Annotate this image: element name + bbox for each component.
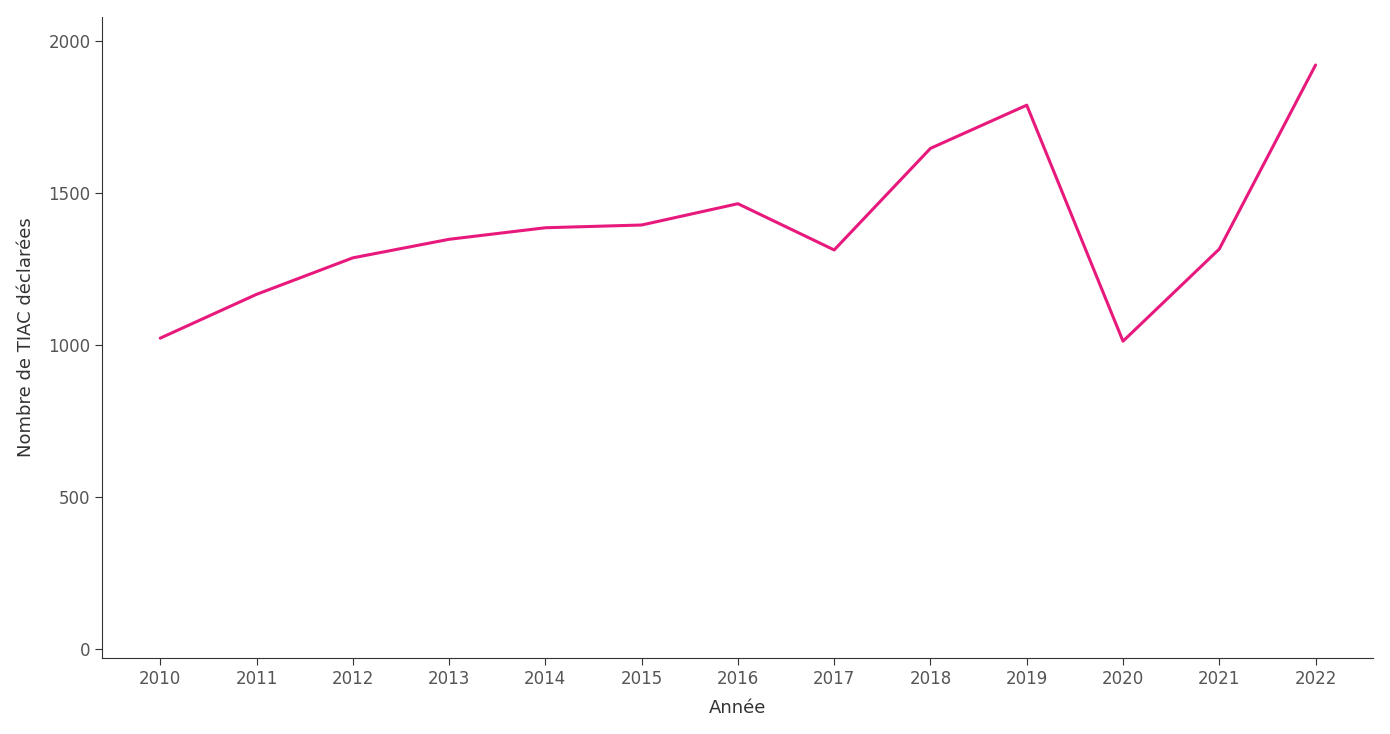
Y-axis label: Nombre de TIAC déclarées: Nombre de TIAC déclarées [17,218,35,457]
X-axis label: Année: Année [709,700,767,717]
